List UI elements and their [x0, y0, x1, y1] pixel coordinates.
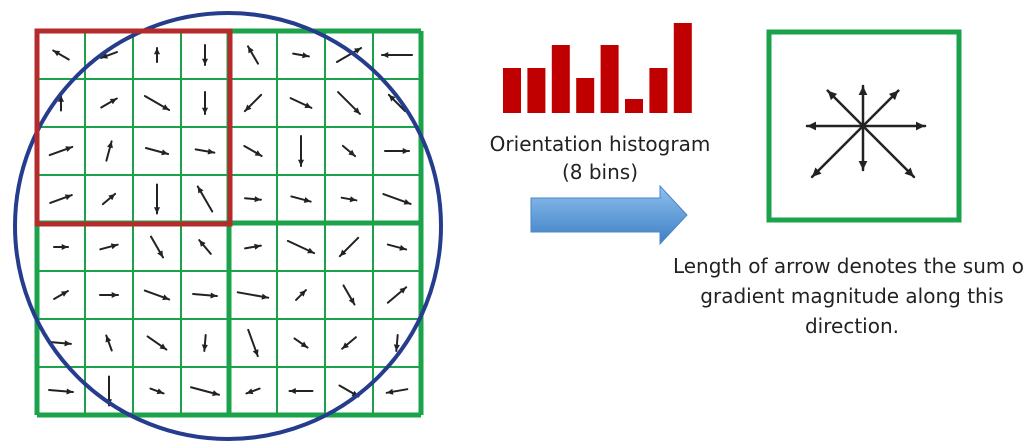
gradient-arrow	[337, 91, 361, 115]
gradient-arrow	[382, 193, 412, 205]
gradient-arrow	[292, 52, 310, 59]
histogram-bar	[649, 68, 668, 113]
gradient-arrow	[385, 388, 409, 395]
gradient-arrow	[244, 196, 262, 203]
gradient-arrow	[289, 97, 313, 109]
histogram-subtitle: (8 bins)	[561, 160, 639, 184]
gradient-arrow	[153, 183, 161, 215]
gradient-arrow	[247, 45, 259, 65]
gradient-arrow	[105, 334, 113, 352]
gradient-arrow	[290, 195, 312, 203]
gradient-arrow	[295, 289, 307, 301]
gradient-arrow	[53, 290, 69, 300]
gradient-arrow	[338, 236, 360, 258]
histogram-title: Orientation histogram	[489, 132, 711, 156]
flow-arrow	[530, 184, 688, 246]
descriptor-arrow	[861, 121, 927, 131]
gradient-arrow	[50, 340, 72, 347]
gradient-arrow	[244, 243, 262, 250]
gradient-arrow	[49, 194, 73, 204]
orientation-histogram	[503, 23, 692, 113]
gradient-grid	[34, 28, 424, 418]
gradient-arrow	[143, 95, 171, 111]
gradient-arrow	[153, 47, 161, 63]
histogram-bar	[600, 45, 619, 113]
gradient-arrow	[335, 47, 363, 63]
gradient-arrow	[293, 337, 309, 349]
gradient-arrow	[189, 386, 221, 397]
gradient-arrow	[201, 91, 209, 115]
gradient-arrow	[194, 148, 216, 155]
gradient-arrow	[105, 140, 113, 162]
arrow-legend-caption: Length of arrow denotes the sum of gradi…	[672, 254, 1023, 338]
gradient-arrow	[100, 51, 118, 59]
histogram-bar	[503, 68, 521, 113]
descriptor-arrow	[861, 89, 900, 128]
descriptor-arrow	[858, 124, 868, 172]
gradient-arrow	[243, 145, 263, 157]
descriptor-arrow	[810, 124, 865, 179]
gradient-arrow	[196, 185, 214, 213]
gradient-arrow	[99, 291, 119, 299]
gradient-arrow	[247, 328, 259, 358]
gradient-arrow	[288, 387, 314, 395]
histogram-bar	[576, 78, 595, 113]
gradient-arrow	[393, 334, 400, 352]
gradient-arrow	[198, 239, 212, 255]
gradient-arrow	[387, 93, 407, 113]
gradient-arrow	[386, 286, 408, 304]
gradient-arrow	[146, 335, 168, 351]
gradient-arrow	[144, 147, 170, 156]
descriptor-arrow	[805, 121, 865, 131]
histogram-bar	[527, 68, 546, 113]
histogram-bar	[673, 23, 692, 113]
gradient-arrow	[48, 388, 74, 395]
descriptor-arrow	[861, 124, 916, 179]
gradient-arrow	[52, 49, 70, 61]
descriptor-box	[766, 29, 962, 223]
gradient-arrow	[341, 336, 357, 350]
gradient-arrow	[57, 94, 65, 112]
descriptor-arrow	[826, 89, 865, 128]
gradient-arrow	[243, 93, 263, 113]
gradient-arrow	[100, 97, 118, 109]
gradient-arrow	[201, 334, 208, 352]
histogram-bar	[551, 45, 570, 113]
gradient-arrow	[286, 239, 316, 255]
gradient-arrow	[381, 51, 413, 59]
gradient-arrow	[150, 235, 164, 259]
gradient-arrow	[342, 284, 356, 306]
gradient-arrow	[99, 243, 119, 251]
highlight-block	[34, 28, 233, 227]
gradient-arrow	[192, 292, 218, 299]
gradient-arrow	[341, 144, 357, 158]
gradient-arrow	[340, 196, 358, 203]
gradient-arrow	[236, 291, 270, 300]
gradient-arrow	[149, 387, 165, 395]
gradient-arrow	[101, 192, 117, 206]
gradient-arrow	[143, 289, 171, 301]
gradient-arrow	[53, 243, 69, 251]
gaussian-window-circle	[13, 11, 443, 441]
gradient-arrow	[245, 387, 261, 395]
histogram-caption: Orientation histogram (8 bins)	[470, 130, 730, 186]
gradient-arrow	[48, 145, 74, 157]
gradient-arrow	[297, 135, 305, 167]
gradient-arrow	[384, 147, 410, 155]
descriptor-arrows	[805, 84, 927, 179]
gradient-arrows	[48, 44, 413, 407]
histogram-bar	[625, 99, 643, 113]
gradient-arrow	[386, 243, 408, 251]
gradient-arrow	[201, 44, 209, 66]
descriptor-arrow	[858, 84, 868, 128]
